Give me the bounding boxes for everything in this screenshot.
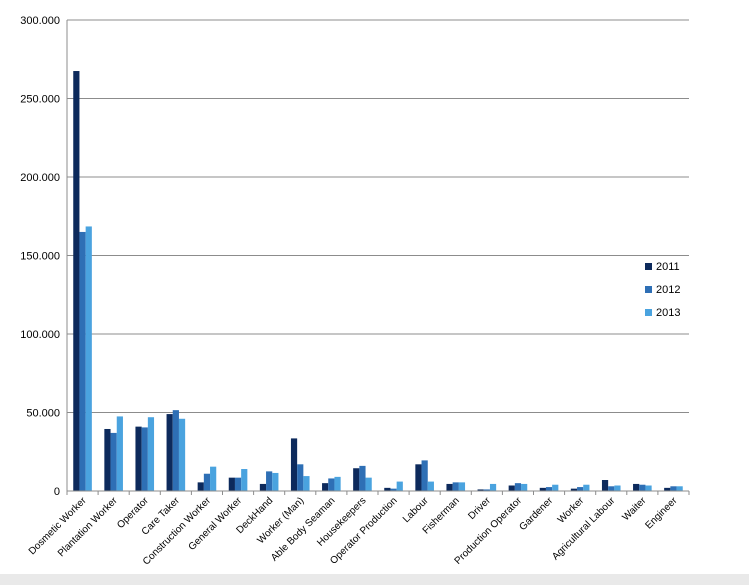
x-tick-label: Driver bbox=[466, 495, 493, 522]
bar-2012 bbox=[514, 483, 522, 491]
bar-2011 bbox=[73, 71, 80, 492]
bar-2012 bbox=[297, 464, 304, 491]
bar-2012 bbox=[79, 231, 86, 491]
bar-2011 bbox=[539, 487, 546, 491]
bar-2012 bbox=[483, 489, 490, 491]
bar-2012 bbox=[266, 471, 273, 491]
bar-2013 bbox=[676, 486, 683, 491]
bar-2013 bbox=[552, 484, 559, 491]
bar-2011 bbox=[601, 480, 609, 491]
bar-2012 bbox=[639, 484, 646, 491]
legend-swatch-2011 bbox=[645, 263, 652, 270]
legend-label-2013: 2013 bbox=[656, 307, 680, 319]
bar-2013 bbox=[365, 477, 372, 491]
y-tick-label: 50.000 bbox=[26, 408, 60, 420]
y-tick-label: 150.000 bbox=[20, 251, 60, 263]
bar-2011 bbox=[384, 487, 391, 491]
x-tick-label: Worker bbox=[556, 495, 587, 526]
bar-2011 bbox=[508, 485, 515, 491]
bar-2013 bbox=[210, 466, 217, 491]
bar-2012 bbox=[390, 488, 397, 491]
bar-2013 bbox=[427, 481, 434, 491]
bar-2011 bbox=[135, 426, 142, 491]
axes bbox=[66, 20, 690, 495]
y-tick-label: 300.000 bbox=[20, 15, 60, 27]
bar-2011 bbox=[446, 483, 453, 491]
bar-2012 bbox=[141, 427, 148, 491]
y-tick-label: 200.000 bbox=[20, 172, 60, 184]
bar-2011 bbox=[166, 414, 173, 491]
bar-2012 bbox=[452, 482, 459, 491]
bar-2013 bbox=[85, 226, 92, 491]
bar-2011 bbox=[290, 438, 298, 491]
bar-2011 bbox=[228, 477, 235, 491]
legend-swatch-2013 bbox=[645, 309, 652, 316]
bar-2012 bbox=[172, 410, 179, 491]
bar-2012 bbox=[110, 432, 117, 491]
bar-2011 bbox=[570, 488, 578, 491]
bar-2013 bbox=[178, 418, 186, 491]
bar-2013 bbox=[147, 417, 155, 491]
y-axis-ticks: 0 50.000 100.000 150.000 200.000 250.000 300.0… bbox=[20, 15, 60, 498]
bar-2012 bbox=[359, 465, 366, 491]
bar-2013 bbox=[521, 483, 528, 491]
bars bbox=[73, 71, 683, 492]
x-tick-label: Dosmetic Worker bbox=[27, 495, 89, 557]
bar-2012 bbox=[203, 473, 211, 491]
gridlines bbox=[67, 19, 689, 413]
bar-2011 bbox=[415, 464, 422, 491]
x-tick-label: Engineer bbox=[643, 495, 680, 532]
bar-2012 bbox=[608, 486, 615, 491]
x-tick-label: Gardener bbox=[518, 495, 556, 533]
x-tick-label: Waiter bbox=[621, 495, 649, 523]
bar-2013 bbox=[241, 469, 248, 491]
bar-2011 bbox=[322, 483, 329, 491]
bar-2013 bbox=[272, 472, 279, 491]
bar-2013 bbox=[614, 485, 621, 491]
bar-2012 bbox=[234, 477, 242, 491]
bar-2013 bbox=[458, 482, 466, 491]
bar-2011 bbox=[104, 428, 111, 491]
bar-2013 bbox=[645, 485, 652, 491]
bar-2011 bbox=[353, 468, 360, 491]
y-tick-label: 0 bbox=[54, 486, 60, 498]
bar-2013 bbox=[303, 476, 310, 491]
bar-2011 bbox=[664, 487, 671, 491]
bottom-strip bbox=[0, 574, 749, 585]
bar-2013 bbox=[334, 476, 341, 491]
bar-2013 bbox=[489, 483, 497, 491]
legend-label-2011: 2011 bbox=[656, 261, 680, 273]
bar-2012 bbox=[670, 486, 677, 491]
legend: 2011 2012 2013 bbox=[645, 261, 680, 319]
bar-2011 bbox=[197, 482, 204, 491]
bar-2011 bbox=[633, 483, 640, 491]
bar-2012 bbox=[328, 478, 335, 491]
legend-label-2012: 2012 bbox=[656, 284, 680, 296]
bar-2011 bbox=[477, 489, 484, 491]
bar-2013 bbox=[583, 484, 590, 491]
bar-2012 bbox=[545, 487, 553, 491]
x-tick-label: Labour bbox=[401, 495, 431, 525]
x-tick-label: General Worker bbox=[187, 495, 245, 553]
bar-2013 bbox=[116, 416, 123, 491]
bar-2012 bbox=[421, 460, 428, 491]
y-tick-label: 250.000 bbox=[20, 94, 60, 106]
bar-2013 bbox=[396, 481, 403, 491]
bar-2011 bbox=[259, 483, 267, 491]
bar-2012 bbox=[577, 487, 584, 491]
legend-swatch-2012 bbox=[645, 286, 652, 293]
y-tick-label: 100.000 bbox=[20, 329, 60, 341]
x-tick-label: Plantation Worker bbox=[56, 495, 120, 559]
